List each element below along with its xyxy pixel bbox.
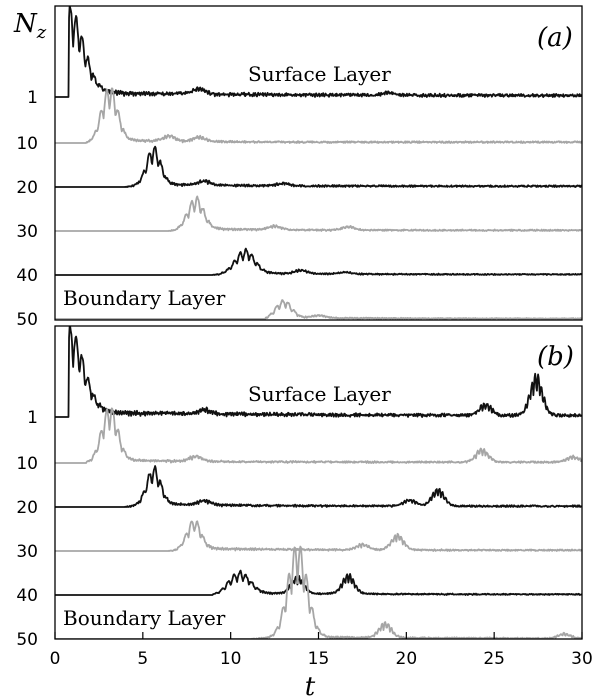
panel-a-y-ticks: 1 10 20 30 40 50 (16, 88, 38, 330)
y-tick-label: 30 (16, 222, 38, 242)
panel-b-series (55, 326, 582, 639)
series-line-layer-30 (55, 195, 582, 232)
panel-a-letter: (a) (537, 23, 573, 53)
series-line-layer-10 (55, 87, 582, 144)
x-tick-label: 30 (571, 649, 593, 669)
x-tick-label: 10 (220, 649, 242, 669)
y-tick-label: 40 (16, 266, 38, 286)
y-tick-label: 1 (27, 88, 38, 108)
y-tick-label: 30 (16, 542, 38, 562)
panel-a-surface-layer-label: Surface Layer (248, 62, 391, 86)
x-tick-label: 5 (137, 649, 148, 669)
y-tick-label: 1 (27, 408, 38, 428)
x-tick-label: 20 (396, 649, 418, 669)
y-tick-label: 20 (16, 178, 38, 198)
y-tick-label: 50 (16, 310, 38, 330)
panel-a: Nz (a) Surface Layer Boundary Layer 1 10 2… (13, 5, 583, 330)
panel-b: (b) Surface Layer Boundary Layer 1 10 20 30… (16, 325, 593, 669)
series-line-layer-50 (55, 299, 582, 320)
x-axis-label: t (305, 672, 316, 698)
series-line-layer-30 (55, 520, 582, 552)
series-line-layer-40 (55, 247, 582, 276)
panel-b-y-ticks: 1 10 20 30 40 50 (16, 408, 38, 650)
panel-b-frame (54, 325, 583, 640)
panel-a-frame (54, 5, 583, 321)
panel-a-boundary-layer-label: Boundary Layer (63, 286, 226, 310)
x-tick-label: 25 (483, 649, 505, 669)
panel-a-y-label: Nz (13, 9, 47, 43)
y-tick-label: 40 (16, 586, 38, 606)
series-line-layer-20 (55, 145, 582, 188)
y-tick-label: 20 (16, 498, 38, 518)
y-tick-label: 10 (16, 454, 38, 474)
panel-b-surface-layer-label: Surface Layer (248, 382, 391, 406)
series-line-layer-40 (55, 569, 582, 596)
series-line-layer-10 (55, 407, 582, 464)
panel-a-series (55, 6, 582, 320)
x-tick-label: 15 (308, 649, 330, 669)
panel-b-x-ticks: 0 5 10 15 20 25 30 (50, 632, 593, 669)
panel-b-letter: (b) (537, 342, 574, 372)
y-tick-label: 10 (16, 134, 38, 154)
panel-b-boundary-layer-label: Boundary Layer (63, 606, 226, 630)
x-tick-label: 0 (50, 649, 61, 669)
y-tick-label: 50 (16, 630, 38, 650)
series-line-layer-1 (55, 326, 582, 418)
series-line-layer-20 (55, 465, 582, 508)
series-line-layer-1 (55, 6, 582, 98)
